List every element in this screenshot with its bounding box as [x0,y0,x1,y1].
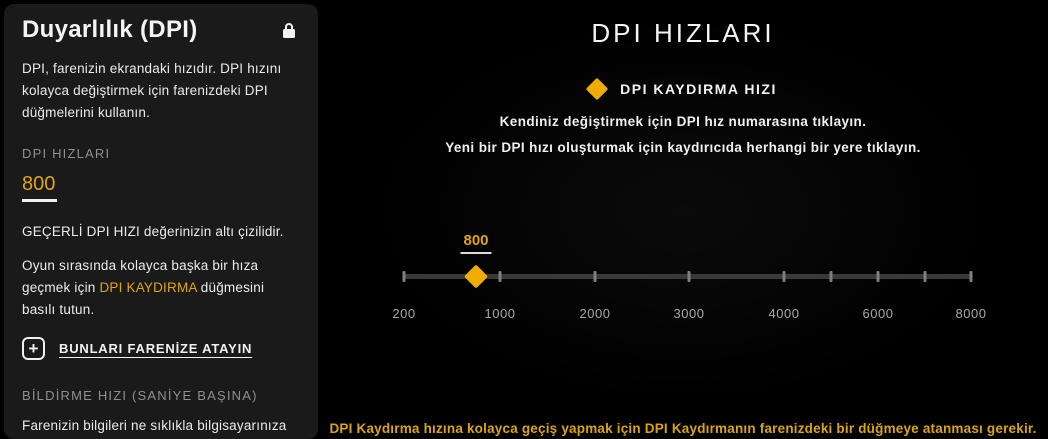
slider-tick [923,271,927,282]
shift-note-after: düğmesini basılı tutun. [22,280,265,317]
slider-tick-label: 200 [392,306,416,321]
slider-tick [593,271,597,282]
dpi-speeds-panel: DPI HIZLARI DPI KAYDIRMA HIZI Kendiniz d… [318,0,1048,439]
dpi-speeds-label: DPI HIZLARI [22,146,111,161]
slider-tick-label: 4000 [768,306,800,321]
current-dpi-value[interactable]: 800 [22,173,58,202]
sidebar-title: Duyarlılık (DPI) [22,16,198,43]
slider-tick [402,271,406,282]
plus-icon: + [22,337,45,360]
report-rate-label: BİLDİRME HIZI (SANİYE BAŞINA) [22,388,258,403]
slider-tick [687,271,691,282]
dpi-intro-text: DPI, farenizin ekrandaki hızıdır. DPI hı… [22,61,282,120]
slider-tick-label: 8000 [955,306,987,321]
dpi-shift-legend: DPI KAYDIRMA HIZI [318,77,1048,101]
lock-icon[interactable] [282,22,296,44]
slider-tick-label: 1000 [484,306,516,321]
dpi-shift-footer-note: DPI Kaydırma hızına kolayca geçiş yapmak… [329,421,1037,436]
shift-note-before: Oyun sırasında kolayca başka bir hıza ge… [22,258,259,295]
dpi-slider[interactable]: 800 200 1000 2000 3000 4000 6000 8000 [392,232,986,332]
slider-tick [969,271,973,282]
slider-tick [829,271,833,282]
shift-note-highlight: DPI KAYDIRMA [99,280,197,295]
dpi-shift-note: Oyun sırasında kolayca başka bir hıza ge… [22,255,300,321]
slider-tick-label: 3000 [673,306,705,321]
instruction-line-1: Kendiniz değiştirmek için DPI hız numara… [499,114,867,129]
slider-value-label[interactable]: 800 [460,232,492,254]
underline-note: GEÇERLİ DPI HIZI değerinizin altı çizili… [22,224,284,239]
sidebar-header: Duyarlılık (DPI) [22,16,300,44]
slider-handle-diamond-icon[interactable] [463,264,489,289]
instruction-line-2: Yeni bir DPI hızı oluşturmak için kaydır… [445,140,921,155]
diamond-icon [585,77,609,101]
sensitivity-sidebar: Duyarlılık (DPI) DPI, farenizin ekrandak… [4,4,318,439]
slider-tick-label: 2000 [579,306,611,321]
slider-tick-label: 6000 [862,306,894,321]
legend-label: DPI KAYDIRMA HIZI [620,81,777,97]
panel-title: DPI HIZLARI [591,18,775,48]
slider-tick [782,271,786,282]
report-rate-text: Farenizin bilgileri ne sıklıkla bilgisay… [22,418,287,433]
assign-to-mouse-button[interactable]: + BUNLARI FARENİZE ATAYIN [22,335,252,362]
slider-tick [498,271,502,282]
slider-tick [876,271,880,282]
assign-button-label: BUNLARI FARENİZE ATAYIN [59,341,253,356]
